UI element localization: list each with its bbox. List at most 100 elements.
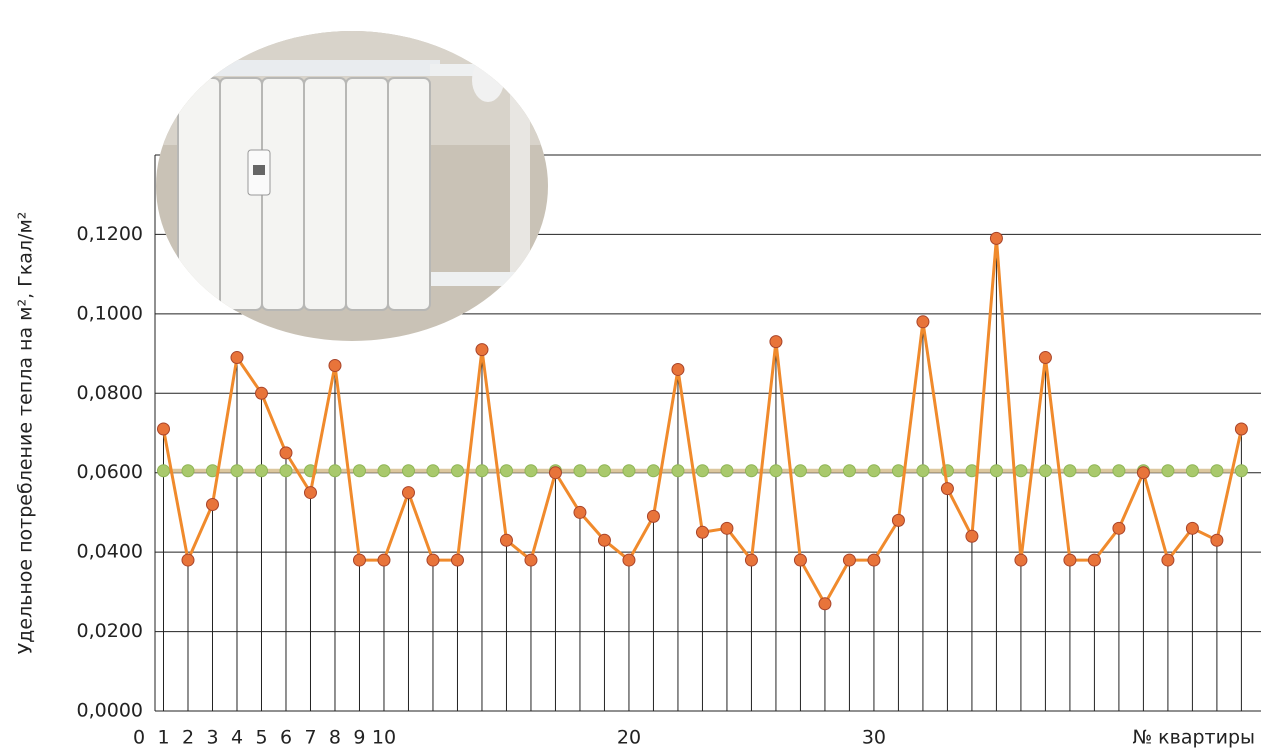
consumption-marker <box>231 352 243 364</box>
average-marker <box>868 465 880 477</box>
consumption-marker <box>329 359 341 371</box>
consumption-marker <box>819 598 831 610</box>
consumption-marker <box>598 534 610 546</box>
average-marker <box>1162 465 1174 477</box>
average-marker <box>1039 465 1051 477</box>
consumption-marker <box>378 554 390 566</box>
consumption-marker <box>696 526 708 538</box>
average-marker <box>843 465 855 477</box>
average-marker <box>819 465 831 477</box>
consumption-marker <box>574 506 586 518</box>
consumption-marker <box>157 423 169 435</box>
consumption-marker <box>476 344 488 356</box>
average-marker <box>329 465 341 477</box>
average-marker <box>378 465 390 477</box>
average-marker <box>1113 465 1125 477</box>
average-marker <box>574 465 586 477</box>
average-marker <box>427 465 439 477</box>
y-tick-label: 0,1000 <box>77 302 143 324</box>
consumption-marker <box>1162 554 1174 566</box>
consumption-marker <box>1211 534 1223 546</box>
consumption-marker <box>745 554 757 566</box>
average-marker <box>696 465 708 477</box>
consumption-marker <box>304 487 316 499</box>
consumption-marker <box>1235 423 1247 435</box>
average-marker <box>1064 465 1076 477</box>
average-marker <box>500 465 512 477</box>
average-marker <box>353 465 365 477</box>
consumption-marker <box>1088 554 1100 566</box>
average-marker <box>182 465 194 477</box>
x-tick-label: 0 <box>133 727 145 749</box>
y-axis-label: Удельное потребление тепла на м², Гкал/м… <box>15 212 37 655</box>
consumption-marker <box>917 316 929 328</box>
x-tick-label: 30 <box>862 727 886 749</box>
average-marker <box>451 465 463 477</box>
consumption-marker <box>353 554 365 566</box>
y-tick-label: 0,0200 <box>77 620 143 642</box>
chart: 0,0000 0,0200 0,0400 0,0600 0,0800 0,1000 0,12… <box>0 0 1261 749</box>
consumption-marker <box>794 554 806 566</box>
consumption-marker <box>402 487 414 499</box>
consumption-marker <box>280 447 292 459</box>
average-marker <box>770 465 782 477</box>
average-marker <box>647 465 659 477</box>
x-tick-label: 6 <box>280 727 292 749</box>
consumption-marker <box>1015 554 1027 566</box>
average-marker <box>598 465 610 477</box>
y-tick-label: 0,1200 <box>77 223 143 245</box>
x-tick-label: 5 <box>255 727 267 749</box>
average-marker <box>476 465 488 477</box>
x-tick-label: 4 <box>231 727 243 749</box>
consumption-marker <box>182 554 194 566</box>
average-marker <box>721 465 733 477</box>
radiator-photo <box>150 25 560 355</box>
average-marker <box>157 465 169 477</box>
x-tick-label: 1 <box>157 727 169 749</box>
x-tick-label: 7 <box>304 727 316 749</box>
consumption-marker <box>843 554 855 566</box>
consumption-marker <box>549 467 561 479</box>
consumption-marker <box>966 530 978 542</box>
consumption-marker <box>1064 554 1076 566</box>
consumption-marker <box>451 554 463 566</box>
average-marker <box>623 465 635 477</box>
y-tick-label: 0,0800 <box>77 382 143 404</box>
consumption-marker <box>1137 467 1149 479</box>
average-marker <box>917 465 929 477</box>
y-tick-label: 0,0000 <box>77 700 143 722</box>
average-marker <box>231 465 243 477</box>
page: 0,0000 0,0200 0,0400 0,0600 0,0800 0,1000 0,12… <box>0 0 1261 749</box>
x-tick-label: 20 <box>617 727 641 749</box>
average-marker <box>1235 465 1247 477</box>
average-marker <box>280 465 292 477</box>
consumption-marker <box>206 498 218 510</box>
average-marker <box>1088 465 1100 477</box>
average-marker <box>745 465 757 477</box>
consumption-marker <box>525 554 537 566</box>
y-tick-label: 0,0400 <box>77 541 143 563</box>
consumption-marker <box>500 534 512 546</box>
average-marker <box>402 465 414 477</box>
average-marker <box>1186 465 1198 477</box>
consumption-marker <box>990 232 1002 244</box>
x-tick-label: 10 <box>372 727 396 749</box>
average-marker <box>1015 465 1027 477</box>
x-tick-label: 9 <box>353 727 365 749</box>
average-marker <box>672 465 684 477</box>
consumption-marker <box>623 554 635 566</box>
average-marker <box>525 465 537 477</box>
y-tick-label: 0,0600 <box>77 461 143 483</box>
consumption-marker <box>1113 522 1125 534</box>
consumption-marker <box>427 554 439 566</box>
x-tick-label: 2 <box>182 727 194 749</box>
consumption-marker <box>255 387 267 399</box>
consumption-marker <box>1039 352 1051 364</box>
consumption-marker <box>770 336 782 348</box>
consumption-marker <box>721 522 733 534</box>
average-marker <box>794 465 806 477</box>
consumption-marker <box>1186 522 1198 534</box>
average-marker <box>1211 465 1223 477</box>
average-marker <box>255 465 267 477</box>
consumption-marker <box>892 514 904 526</box>
